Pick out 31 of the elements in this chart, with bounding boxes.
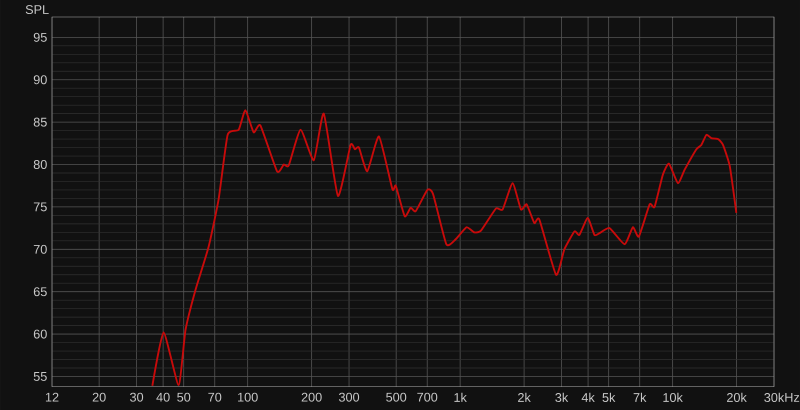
x-axis-title: Hz bbox=[785, 393, 800, 402]
y-tick-label: 90 bbox=[34, 75, 47, 84]
y-tick-label: 80 bbox=[34, 160, 47, 170]
x-tick-label: 4k bbox=[582, 392, 595, 402]
y-tick-label: 65 bbox=[34, 287, 47, 296]
x-tick-label: 10k bbox=[663, 392, 683, 402]
x-tick-label: 200 bbox=[302, 392, 322, 402]
x-tick-label: 12 bbox=[46, 392, 58, 402]
x-tick-label: 5k bbox=[602, 392, 616, 402]
y-tick-label: 55 bbox=[34, 372, 47, 381]
x-tick-label: 1k bbox=[454, 392, 467, 402]
x-tick-label: 300 bbox=[338, 392, 360, 402]
x-tick-label: 500 bbox=[386, 392, 406, 402]
x-tick-label: 3k bbox=[555, 392, 568, 402]
y-tick-label: 60 bbox=[34, 330, 47, 339]
y-tick-label: 70 bbox=[34, 244, 47, 254]
y-tick-label: 95 bbox=[34, 32, 47, 42]
x-tick-label: 40 bbox=[156, 392, 170, 402]
y-tick-label: 85 bbox=[34, 118, 47, 127]
x-tick-label: 50 bbox=[177, 392, 190, 402]
x-tick-label: 20 bbox=[92, 392, 106, 402]
x-tick-label: 30 bbox=[130, 392, 144, 402]
x-tick-label: 100 bbox=[238, 392, 258, 402]
x-tick-label: 70 bbox=[208, 392, 222, 402]
x-tick-label: 2k bbox=[518, 392, 531, 402]
y-axis-title: SPL bbox=[26, 5, 49, 14]
x-tick-label: 700 bbox=[417, 392, 438, 402]
x-tick-label: 30k bbox=[764, 392, 784, 402]
x-tick-label: 20k bbox=[726, 392, 747, 402]
y-tick-label: 75 bbox=[34, 202, 47, 212]
x-tick-label: 7k bbox=[634, 392, 646, 402]
